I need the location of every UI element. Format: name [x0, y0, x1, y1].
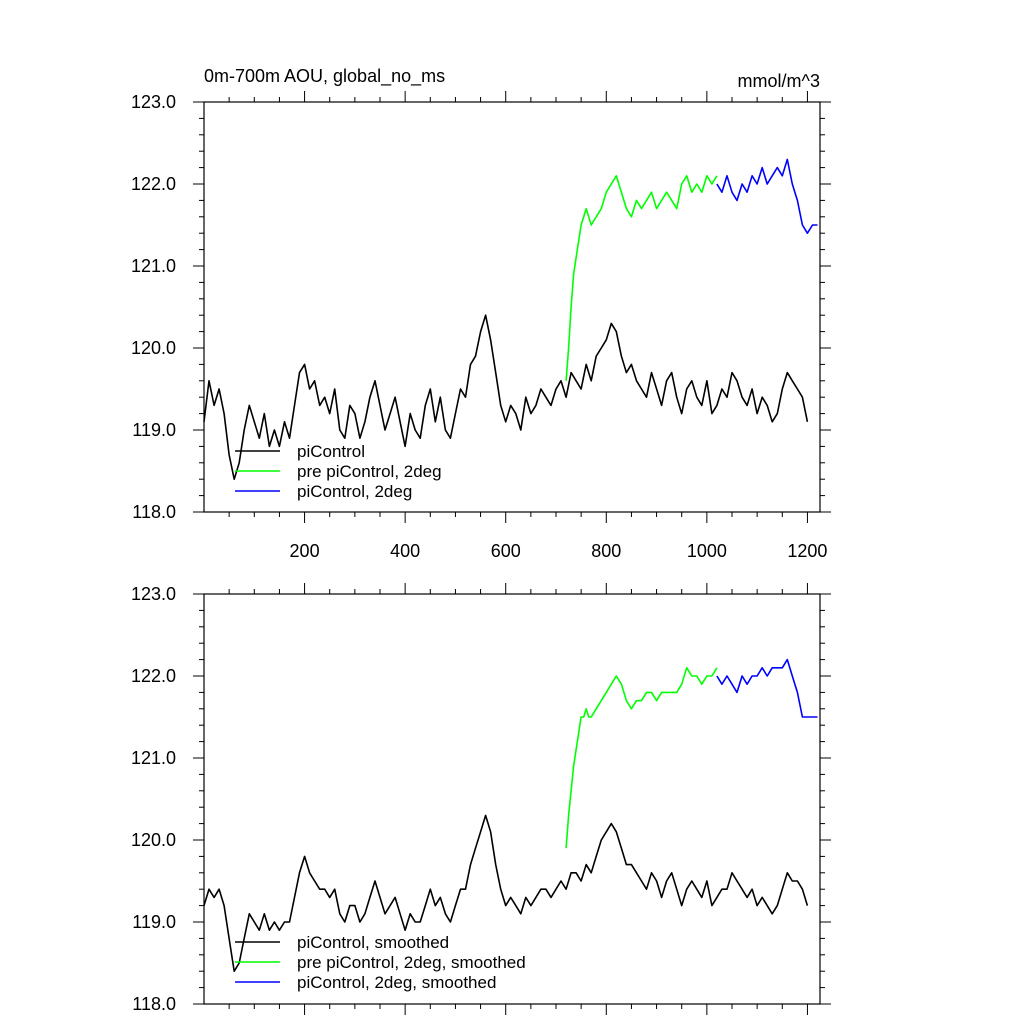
bottom-axis-ticks — [193, 583, 831, 1015]
y-tick-label: 120.0 — [131, 830, 176, 850]
x-tick-label: 200 — [290, 541, 320, 561]
series-line-0 — [203, 314, 809, 481]
plot-frame-top — [203, 101, 821, 513]
x-tick-label: 400 — [390, 541, 420, 561]
series-line-0 — [203, 814, 809, 973]
series-line-2 — [716, 658, 818, 718]
top-panel: 0m-700m AOU, global_no_ms mmol/m^3 200 4… — [131, 66, 831, 561]
legend-label: piControl, smoothed — [297, 933, 449, 952]
x-tick-label: 600 — [491, 541, 521, 561]
legend-label: pre piControl, 2deg — [297, 462, 442, 481]
y-tick-label: 122.0 — [131, 666, 176, 686]
x-tick-labels-top: 200 400 600 800 1000 1200 — [290, 541, 828, 561]
y-tick-labels-bottom: 118.0 119.0 120.0 121.0 122.0 123.0 — [131, 584, 176, 1014]
series-group-top — [203, 158, 818, 481]
top-axis-ticks — [193, 91, 831, 523]
y-tick-label: 118.0 — [132, 994, 176, 1014]
y-tick-label: 118.0 — [132, 502, 176, 522]
y-tick-labels-top: 118.0 119.0 120.0 121.0 122.0 123.0 — [131, 92, 176, 522]
x-tick-label: 800 — [591, 541, 621, 561]
y-tick-label: 120.0 — [131, 338, 176, 358]
y-tick-label: 119.0 — [132, 420, 176, 440]
bottom-panel: 118.0 119.0 120.0 121.0 122.0 123.0 piCo… — [131, 583, 831, 1015]
series-group-bottom — [203, 658, 818, 973]
plot-frame-bottom — [203, 593, 821, 1005]
series-line-2 — [716, 158, 818, 234]
x-tick-label: 1000 — [687, 541, 727, 561]
legend-label: pre piControl, 2deg, smoothed — [297, 953, 526, 972]
series-line-1 — [565, 666, 718, 849]
y-tick-label: 119.0 — [132, 912, 176, 932]
legend-top: piControl pre piControl, 2deg piControl,… — [235, 442, 442, 501]
legend-label: piControl, 2deg — [297, 482, 412, 501]
y-tick-label: 123.0 — [131, 584, 176, 604]
y-tick-label: 121.0 — [131, 256, 176, 276]
units-label: mmol/m^3 — [738, 71, 820, 91]
y-tick-label: 123.0 — [131, 92, 176, 112]
legend-label: piControl, 2deg, smoothed — [297, 973, 496, 992]
y-tick-label: 121.0 — [131, 748, 176, 768]
y-tick-label: 122.0 — [131, 174, 176, 194]
legend-label: piControl — [297, 442, 365, 461]
x-tick-label: 1200 — [787, 541, 827, 561]
series-line-1 — [565, 175, 718, 381]
legend-bottom: piControl, smoothed pre piControl, 2deg,… — [235, 933, 526, 992]
chart-title: 0m-700m AOU, global_no_ms — [204, 66, 445, 87]
